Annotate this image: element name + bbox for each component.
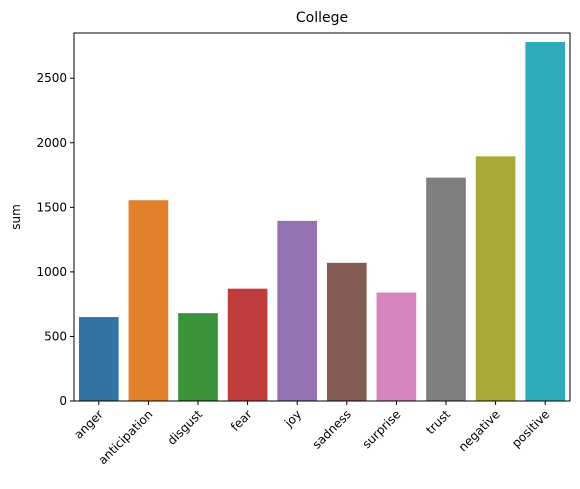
x-tick-label: positive	[509, 407, 552, 450]
bar-disgust	[178, 313, 218, 401]
x-tick-label: sadness	[310, 407, 354, 451]
y-tick-label: 1500	[36, 200, 67, 214]
bar-anticipation	[128, 200, 169, 401]
bar-trust	[426, 177, 466, 401]
x-tick-label: disgust	[165, 407, 206, 448]
bar-joy	[277, 220, 318, 401]
x-tick-label: trust	[423, 407, 453, 437]
bar-sadness	[326, 262, 367, 401]
x-tick-label: surprise	[359, 407, 403, 451]
plot-frame	[73, 32, 571, 402]
bar-positive	[525, 42, 566, 401]
chart-title: College	[296, 10, 348, 26]
bar-surprise	[376, 292, 417, 401]
y-axis-label: sum	[9, 204, 23, 230]
y-tick-label: 500	[44, 329, 67, 343]
x-tick-label: anger	[71, 407, 106, 442]
bar-fear	[227, 288, 268, 401]
x-tick-label: joy	[281, 407, 304, 430]
bar-anger	[78, 317, 119, 401]
x-tick-label: negative	[456, 407, 503, 454]
y-tick-label: 2000	[36, 136, 67, 150]
y-tick-label: 2500	[36, 71, 67, 85]
bar-negative	[475, 156, 516, 401]
y-tick-label: 0	[59, 394, 67, 408]
x-tick-label: fear	[228, 407, 255, 434]
y-tick-label: 1000	[36, 265, 67, 279]
